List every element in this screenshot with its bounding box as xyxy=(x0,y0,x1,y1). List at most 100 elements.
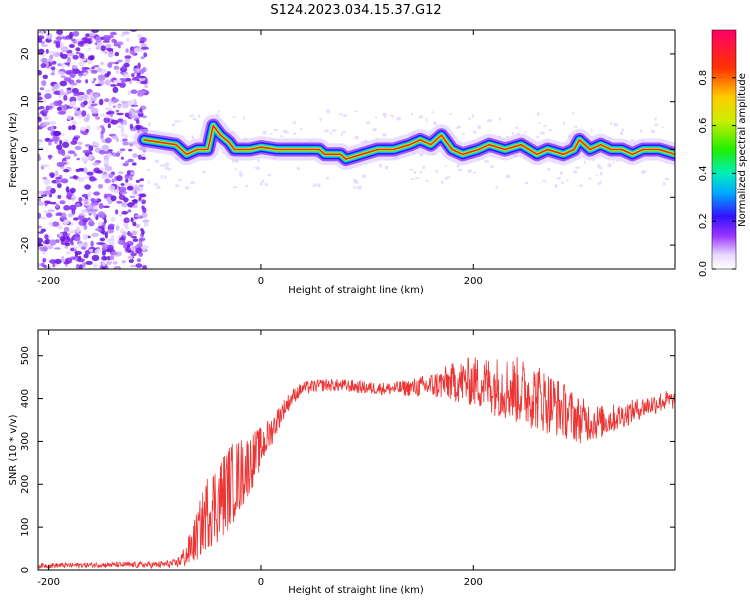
noise-blob xyxy=(49,259,57,264)
noise-blob xyxy=(103,193,108,199)
noise-blob xyxy=(110,119,119,125)
noise-blob xyxy=(139,89,148,94)
noise-blob xyxy=(50,125,54,131)
noise-blob xyxy=(83,100,88,106)
noise-blob xyxy=(81,198,89,202)
noise-blob xyxy=(326,176,330,180)
noise-blob xyxy=(73,217,79,221)
noise-blob xyxy=(75,226,81,233)
noise-blob xyxy=(100,45,106,52)
noise-blob xyxy=(67,150,76,155)
noise-blob xyxy=(342,114,348,117)
noise-blob xyxy=(127,255,133,260)
noise-blob xyxy=(102,205,111,208)
noise-blob xyxy=(46,105,53,110)
noise-blob xyxy=(123,62,130,68)
noise-blob xyxy=(125,48,129,53)
noise-blob xyxy=(38,139,42,143)
noise-blob xyxy=(378,163,383,168)
noise-blob xyxy=(125,77,131,82)
noise-blob xyxy=(69,204,77,211)
noise-blob xyxy=(139,186,144,192)
noise-blob xyxy=(135,223,141,228)
noise-blob xyxy=(68,125,72,131)
noise-blob xyxy=(664,177,670,181)
x-tick-label: 200 xyxy=(464,577,483,588)
noise-blob xyxy=(84,203,90,207)
heatmap-panel: -200 0 200 -20 -10 0 10 20 Height of straight l… xyxy=(8,29,676,296)
noise-blob xyxy=(244,184,249,188)
noise-blob xyxy=(126,185,134,191)
noise-blob xyxy=(189,114,195,117)
noise-blob xyxy=(505,174,511,179)
noise-blob xyxy=(129,195,136,198)
snr-frame xyxy=(37,329,676,571)
noise-blob xyxy=(372,128,378,132)
noise-blob xyxy=(75,51,80,55)
noise-blob xyxy=(261,179,264,183)
noise-blob xyxy=(42,108,49,114)
noise-blob xyxy=(48,121,57,125)
noise-blob xyxy=(70,187,76,193)
noise-blob xyxy=(85,260,93,265)
noise-blob xyxy=(461,132,466,136)
noise-blob xyxy=(317,183,321,188)
noise-blob xyxy=(49,172,55,178)
y-tick-label: -10 xyxy=(20,189,31,205)
noise-blob xyxy=(107,201,112,205)
noise-blob xyxy=(73,152,78,157)
noise-blob xyxy=(48,193,53,198)
noise-blob xyxy=(654,123,659,127)
noise-blob xyxy=(382,112,387,116)
noise-blob xyxy=(536,135,540,139)
noise-blob xyxy=(63,77,72,82)
noise-blob xyxy=(382,132,387,137)
noise-blob xyxy=(560,181,564,185)
noise-blob xyxy=(116,41,124,46)
noise-blob xyxy=(129,123,134,129)
noise-blob xyxy=(144,85,149,88)
noise-blob xyxy=(477,125,482,130)
noise-blob xyxy=(48,51,57,54)
noise-blob xyxy=(78,264,83,269)
noise-blob xyxy=(125,222,129,229)
noise-blob xyxy=(101,266,106,269)
noise-blob xyxy=(103,98,110,102)
noise-blob xyxy=(54,258,62,264)
noise-blob xyxy=(547,167,551,171)
noise-blob xyxy=(515,126,519,129)
noise-blob xyxy=(120,183,126,186)
noise-blob xyxy=(91,30,99,33)
noise-blob xyxy=(130,264,137,268)
noise-blob xyxy=(95,46,101,50)
noise-blob xyxy=(536,112,540,116)
noise-blob xyxy=(106,260,113,265)
noise-blob xyxy=(449,113,453,116)
noise-blob xyxy=(174,184,180,188)
page-title: S124.2023.034.15.37.G12 xyxy=(270,3,441,18)
noise-blob xyxy=(93,65,100,68)
noise-blob xyxy=(613,122,619,127)
noise-blob xyxy=(119,78,127,81)
noise-blob xyxy=(110,235,115,241)
noise-blob xyxy=(419,171,423,174)
noise-blob xyxy=(86,171,94,176)
noise-blob xyxy=(164,162,170,167)
noise-blob xyxy=(128,148,133,152)
noise-blob xyxy=(75,79,82,84)
noise-blob xyxy=(596,164,601,169)
noise-blob xyxy=(137,33,142,38)
noise-blob xyxy=(160,174,163,179)
noise-blob xyxy=(131,245,135,252)
noise-blob xyxy=(62,104,67,109)
noise-blob xyxy=(139,108,143,113)
noise-blob xyxy=(130,217,134,223)
noise-blob xyxy=(84,176,89,179)
noise-blob xyxy=(50,66,56,71)
noise-blob xyxy=(75,47,81,52)
noise-blob xyxy=(154,182,159,186)
noise-blob xyxy=(114,61,119,65)
noise-blob xyxy=(98,203,104,209)
noise-blob xyxy=(119,213,123,217)
noise-blob xyxy=(142,265,147,269)
